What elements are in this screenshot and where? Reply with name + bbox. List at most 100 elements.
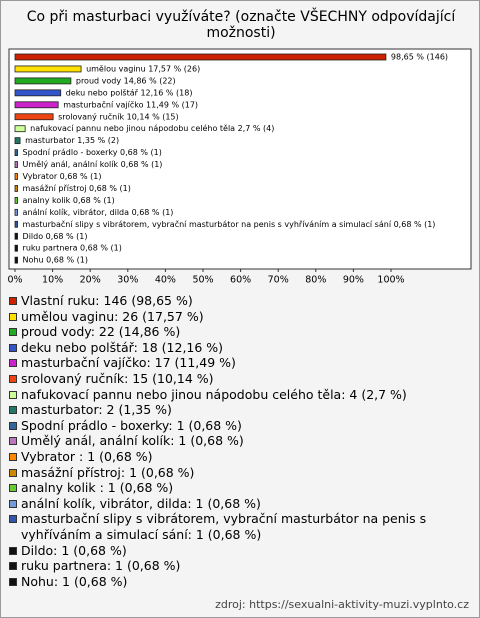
legend-item: Vybrator : 1 (0,68 %) <box>9 449 471 465</box>
legend-swatch <box>9 421 17 430</box>
legend-label: ruku partnera: 1 (0,68 %) <box>21 558 181 574</box>
legend-item: masturbační slipy s vibrátorem, vybrační… <box>9 511 471 542</box>
bar-label: srolovaný ručník 10,14 % (15) <box>58 111 179 121</box>
legend-swatch <box>9 328 17 337</box>
x-tick-label: 10% <box>42 275 63 286</box>
x-tick-label: 100% <box>377 275 404 286</box>
bar <box>14 208 18 216</box>
bar-label: masturbační vajíčko 11,49 % (17) <box>63 99 198 109</box>
legend-label: masturbační vajíčko: 17 (11,49 %) <box>21 355 236 371</box>
legend-item: proud vody: 22 (14,86 %) <box>9 324 471 340</box>
legend-label: srolovaný ručník: 15 (10,14 %) <box>21 370 214 386</box>
legend-swatch <box>9 515 17 524</box>
legend-swatch <box>9 577 17 586</box>
legend-item: Dildo: 1 (0,68 %) <box>9 543 471 559</box>
legend-label: analny kolik : 1 (0,68 %) <box>21 480 174 496</box>
legend-item: masturbační vajíčko: 17 (11,49 %) <box>9 355 471 371</box>
bar-label: Nohu 0,68 % (1) <box>23 256 88 265</box>
legend-swatch <box>9 499 17 508</box>
legend-swatch <box>9 437 17 446</box>
bar <box>14 220 18 228</box>
legend-label: masturbační slipy s vibrátorem, vybrační… <box>21 511 427 542</box>
bar <box>14 149 18 157</box>
legend-item: ruku partnera: 1 (0,68 %) <box>9 558 471 574</box>
bar <box>14 125 26 133</box>
bar-label: proud vody 14,86 % (22) <box>76 76 176 85</box>
legend-item: anální kolík, vibrátor, dilda: 1 (0,68 %… <box>9 496 471 512</box>
bar-label: deku nebo polštář 12,16 % (18) <box>66 87 193 97</box>
x-tick-label: 90% <box>343 275 364 286</box>
bar-label: Vybrator 0,68 % (1) <box>23 172 102 181</box>
bar-label: nafukovací pannu nebo jinou nápodobu cel… <box>30 123 274 133</box>
legend-swatch <box>9 359 17 368</box>
legend-item: masturbator: 2 (1,35 %) <box>9 402 471 418</box>
x-tick-label: 30% <box>117 275 138 286</box>
bar-label: Umělý anál, anální kolík 0,68 % (1) <box>23 160 163 169</box>
legend-label: deku nebo polštář: 18 (12,16 %) <box>21 339 224 355</box>
bar-label: Spodní prádlo - boxerky 0,68 % (1) <box>23 148 162 157</box>
bar <box>14 244 18 252</box>
bar <box>14 137 21 145</box>
legend-label: masážní přístroj: 1 (0,68 %) <box>21 464 195 480</box>
legend-label: Vybrator : 1 (0,68 %) <box>21 448 153 464</box>
legend-item: analny kolik : 1 (0,68 %) <box>9 480 471 496</box>
x-tick-label: 40% <box>155 275 176 286</box>
chart: 0% 10% 20% 30% 40% 50% 60% 70% 80% 90% 100% 98,65 %… <box>7 48 472 286</box>
x-tick-label: 60% <box>230 275 251 286</box>
bar-label: masturbační slipy s vibrátorem, vybrační… <box>23 219 436 229</box>
bar <box>14 77 72 85</box>
legend-label: anální kolík, vibrátor, dilda: 1 (0,68 %… <box>21 495 261 511</box>
bar-label: masturbator 1,35 % (2) <box>25 136 119 145</box>
x-tick-label: 70% <box>268 275 289 286</box>
legend-label: proud vody: 22 (14,86 %) <box>21 324 181 340</box>
legend-swatch <box>9 343 17 352</box>
chart-title: Co při masturbaci využíváte? (označte VŠ… <box>26 9 456 41</box>
x-tick-label: 0% <box>7 275 22 286</box>
bar-label: umělou vaginu 17,57 % (26) <box>86 64 200 73</box>
legend-label: Vlastní ruku: 146 (98,65 %) <box>21 293 193 308</box>
bar <box>14 232 18 240</box>
legend-swatch <box>9 484 17 493</box>
legend-item: srolovaný ručník: 15 (10,14 %) <box>9 371 471 387</box>
legend-swatch <box>9 390 17 399</box>
legend-item: nafukovací pannu nebo jinou nápodobu cel… <box>9 387 471 403</box>
x-tick-label: 50% <box>192 275 213 286</box>
bar-label: ruku partnera 0,68 % (1) <box>23 244 122 253</box>
bar-label: anální kolík, vibrátor, dilda 0,68 % (1) <box>23 208 174 217</box>
legend-swatch <box>9 374 17 383</box>
legend-item: Umělý anál, anální kolík: 1 (0,68 %) <box>9 433 471 449</box>
legend-item: Vlastní ruku: 146 (98,65 %) <box>9 293 471 309</box>
bar <box>14 65 82 73</box>
legend-label: Umělý anál, anální kolík: 1 (0,68 %) <box>21 433 244 449</box>
bar <box>14 101 59 109</box>
bar <box>14 53 387 61</box>
legend-swatch <box>9 452 17 461</box>
legend-swatch <box>9 406 17 415</box>
bar <box>14 185 18 192</box>
legend-item: umělou vaginu: 26 (17,57 %) <box>9 309 471 325</box>
legend-label: Dildo: 1 (0,68 %) <box>21 542 127 558</box>
bar-label: masážní přístroj 0,68 % (1) <box>23 184 131 193</box>
plot-area <box>8 48 472 270</box>
source: zdroj: https://sexualni-aktivity-muzi.vy… <box>215 598 469 611</box>
bar <box>14 196 18 204</box>
bar-label: 98,65 % (146) <box>391 53 448 62</box>
bar-label: Dildo 0,68 % (1) <box>23 232 88 241</box>
legend-item: deku nebo polštář: 18 (12,16 %) <box>9 340 471 356</box>
legend-label: Nohu: 1 (0,68 %) <box>21 573 128 589</box>
legend-swatch <box>9 468 17 477</box>
legend: Vlastní ruku: 146 (98,65 %) umělou vaginu… <box>9 293 471 589</box>
bar <box>14 256 18 264</box>
legend-label: masturbator: 2 (1,35 %) <box>21 402 172 418</box>
legend-label: nafukovací pannu nebo jinou nápodobu cel… <box>21 386 407 402</box>
legend-item: masážní přístroj: 1 (0,68 %) <box>9 465 471 481</box>
bar <box>14 161 18 168</box>
legend-item: Spodní prádlo - boxerky: 1 (0,68 %) <box>9 418 471 434</box>
bar <box>14 89 62 97</box>
legend-label: umělou vaginu: 26 (17,57 %) <box>21 308 204 324</box>
x-tick-label: 20% <box>80 275 101 286</box>
legend-item: Nohu: 1 (0,68 %) <box>9 574 471 590</box>
legend-swatch <box>9 297 17 305</box>
legend-swatch <box>9 546 17 555</box>
